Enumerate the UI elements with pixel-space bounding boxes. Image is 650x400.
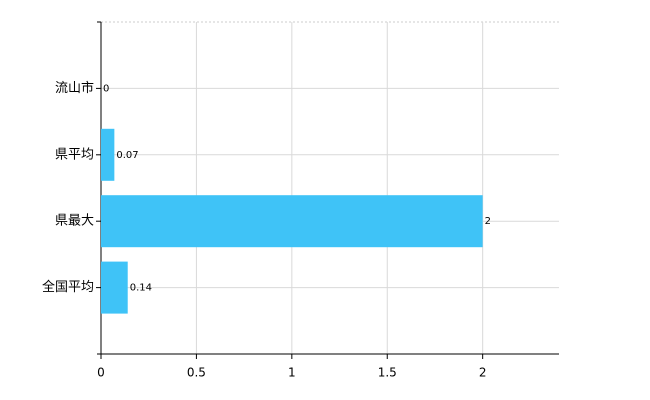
value-label: 0.14 bbox=[130, 283, 152, 294]
value-label: 0 bbox=[103, 83, 109, 94]
y-tick-label: 流山市 bbox=[55, 80, 94, 96]
x-tick-label: 1.5 bbox=[378, 366, 397, 380]
y-tick-label: 県平均 bbox=[55, 147, 94, 162]
y-tick-label: 全国平均 bbox=[42, 279, 94, 295]
x-tick-label: 1 bbox=[288, 366, 296, 380]
x-tick-label: 0.5 bbox=[187, 366, 206, 380]
value-label: 2 bbox=[485, 216, 491, 227]
value-label: 0.07 bbox=[116, 150, 138, 161]
bar bbox=[101, 128, 115, 181]
x-tick-label: 2 bbox=[479, 366, 487, 380]
bar bbox=[101, 195, 483, 248]
y-tick-label: 県最大 bbox=[55, 214, 94, 229]
x-tick-label: 0 bbox=[97, 366, 105, 380]
bar bbox=[101, 261, 128, 314]
